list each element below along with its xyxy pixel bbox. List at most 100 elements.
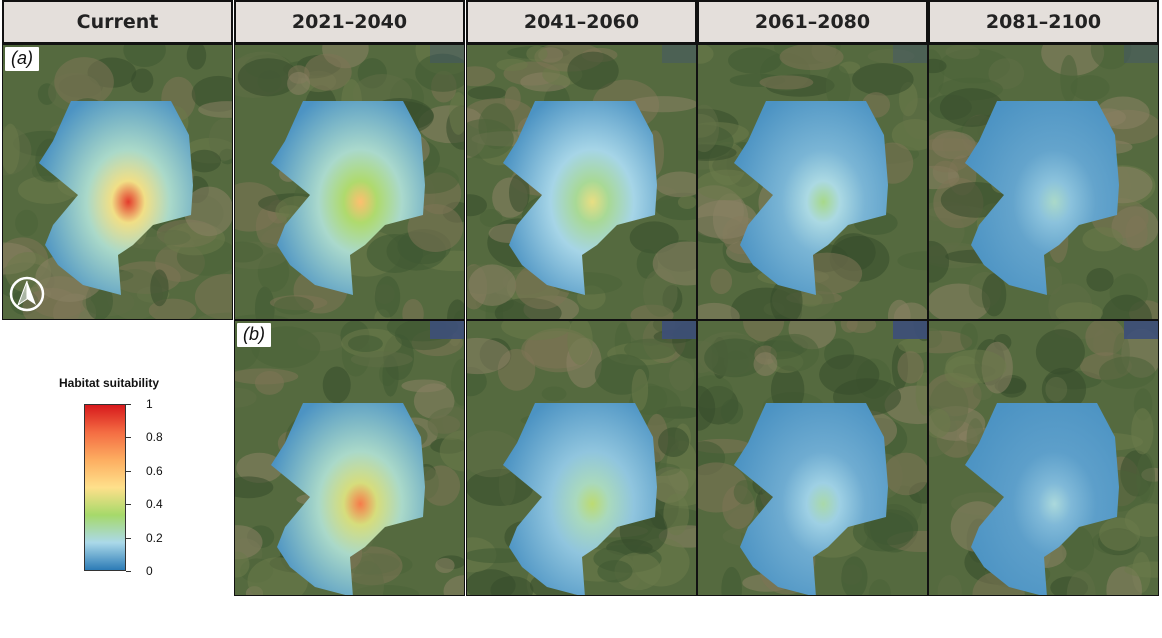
map-panel-b-2041-2060 [466,320,697,596]
terrain-patch [407,204,464,253]
terrain-patch [945,45,980,60]
terrain-patch [698,104,720,153]
terrain-patch [254,286,275,319]
legend-tickmark [126,504,131,506]
terrain-patch [981,273,1007,317]
row-label-a: (a) [5,47,39,71]
terrain-patch [1125,215,1148,251]
terrain-patch [742,321,785,342]
legend-tick-label: 0.4 [146,497,163,512]
terrain-patch [939,88,1004,127]
terrain-patch [655,171,696,198]
water-body [893,45,927,63]
terrain-patch [721,566,742,595]
terrain-patch [1086,267,1114,292]
suitability-region [271,403,425,595]
terrain-patch [614,552,662,591]
terrain-patch [1100,294,1153,319]
terrain-patch [235,241,264,263]
terrain-patch [567,51,619,90]
terrain-patch [467,194,487,217]
map-svg [929,45,1158,319]
terrain-patch [841,556,868,595]
terrain-patch [443,575,464,595]
terrain-patch [208,118,232,161]
terrain-patch [1055,302,1103,319]
terrain-patch [698,385,716,431]
terrain-patch [235,387,257,408]
water-body [1124,321,1158,339]
terrain-patch [287,71,311,96]
terrain-patch [468,264,517,306]
scale-bar-start-label: 0 [1046,596,1053,608]
terrain-patch [490,576,534,595]
terrain-patch [799,292,823,307]
terrain-patch [1090,45,1132,70]
legend-tickmark [126,404,131,405]
terrain-patch [770,333,820,372]
terrain-patch [1131,408,1154,455]
terrain-patch [852,63,914,96]
terrain-patch [508,173,530,212]
terrain-patch [439,429,464,472]
map-panel-a-2081-2100 [928,44,1159,320]
terrain-patch [350,351,413,368]
terrain-patch [893,302,927,319]
water-body [430,45,464,63]
terrain-patch [733,479,757,505]
terrain-patch [779,45,844,71]
header-2081-2100: 2081–2100 [928,0,1159,44]
terrain-patch [929,408,951,439]
terrain-patch [235,314,289,319]
terrain-patch [728,47,782,74]
terrain-patch [18,175,77,204]
legend-tick-label: 0 [146,564,153,578]
terrain-patch [467,119,514,159]
terrain-patch [897,338,927,354]
terrain-patch [1098,356,1156,389]
terrain-patch [467,66,496,87]
terrain-patch [897,251,927,271]
terrain-patch [658,427,690,458]
map-svg [929,321,1158,595]
terrain-patch [3,123,20,175]
terrain-patch [496,58,528,72]
terrain-patch [366,233,423,273]
terrain-patch [197,312,232,319]
terrain-patch [945,349,1007,384]
terrain-patch [627,96,696,113]
terrain-patch [235,476,274,499]
terrain-patch [929,327,943,348]
terrain-patch [541,386,567,402]
terrain-patch [467,366,487,397]
map-panel-a-2021-2040 [234,44,465,320]
scale-bar-end-label: 20 km [1115,596,1145,608]
terrain-patch [867,48,915,64]
terrain-patch [322,366,351,404]
terrain-patch [155,229,191,246]
suitability-region [965,403,1119,595]
water-body [893,321,927,339]
terrain-patch [235,551,250,578]
terrain-patch [669,360,695,391]
suitability-region [39,101,193,295]
terrain-patch [402,298,424,319]
legend-tick-label: 0.8 [146,430,163,445]
terrain-patch [753,352,778,376]
legend-title: Habitat suitability [58,376,159,390]
terrain-patch [131,68,154,93]
map-panel-a-2041-2060 [466,44,697,320]
map-svg [467,321,696,595]
water-body [662,321,696,339]
terrain-patch [567,321,593,365]
terrain-patch [631,368,649,411]
water-body [1124,45,1158,63]
map-panel-a-2061-2080 [697,44,928,320]
suitability-region [503,101,657,295]
map-svg [3,45,232,319]
legend-tickmark [126,470,131,472]
map-panel-b-2081-2100 [928,320,1159,596]
terrain-patch [467,468,534,506]
terrain-patch [759,75,814,90]
terrain-patch [504,86,521,111]
